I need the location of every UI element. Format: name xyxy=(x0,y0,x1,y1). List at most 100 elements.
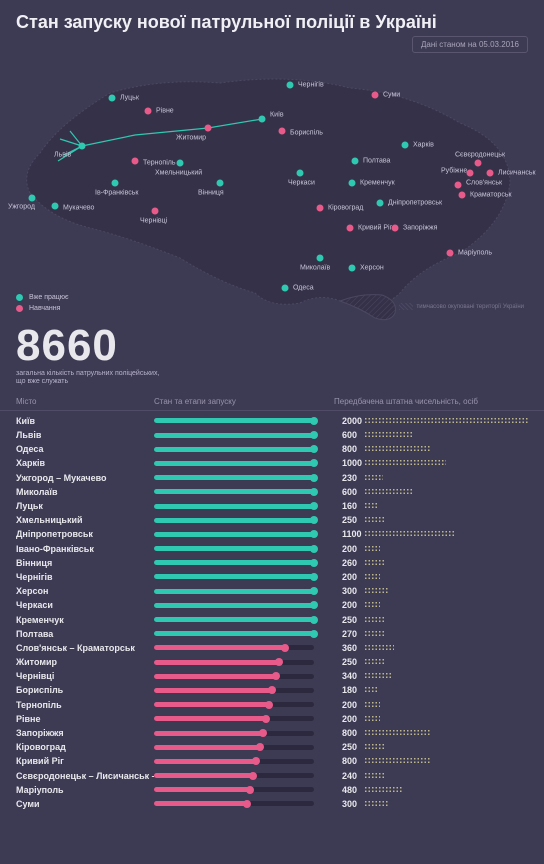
row-bar-wrap xyxy=(154,574,326,579)
row-dot-bar xyxy=(364,586,528,596)
row-city: Харків xyxy=(16,458,154,468)
table-row: Луцьк160 xyxy=(16,499,528,513)
progress-fill xyxy=(154,560,314,565)
progress-bar xyxy=(154,674,314,679)
row-dot-bar xyxy=(364,515,528,525)
table-row: Житомир250 xyxy=(16,655,528,669)
city-dot xyxy=(177,160,184,167)
col-count-header: Передбачена штатна чисельність, осіб xyxy=(334,397,528,406)
city-label: Запоріжжя xyxy=(403,225,437,232)
city-dot xyxy=(297,170,304,177)
stripe-swatch-icon xyxy=(399,303,413,310)
city-dot xyxy=(317,205,324,212)
row-count: 240 xyxy=(326,771,364,781)
row-bar-wrap xyxy=(154,433,326,438)
row-city: Миколаїв xyxy=(16,487,154,497)
progress-knob-icon xyxy=(249,772,257,780)
progress-knob-icon xyxy=(310,545,318,553)
table-row: Одеса800 xyxy=(16,442,528,456)
progress-knob-icon xyxy=(310,417,318,425)
row-city: Чернівці xyxy=(16,671,154,681)
dot-fill xyxy=(364,445,430,453)
row-bar-wrap xyxy=(154,787,326,792)
city-dot xyxy=(205,125,212,132)
row-count: 200 xyxy=(326,572,364,582)
table-row: Суми300 xyxy=(16,797,528,811)
row-bar-wrap xyxy=(154,660,326,665)
city-label: Дніпропетровськ xyxy=(388,200,442,207)
city-label: Мукачево xyxy=(63,205,94,212)
table-row: Кривий Ріг800 xyxy=(16,754,528,768)
map-legend: Вже працює Навчання xyxy=(16,294,69,316)
table-row: Рівне200 xyxy=(16,712,528,726)
table-row: Хмельницький250 xyxy=(16,513,528,527)
row-city: Кіровоград xyxy=(16,742,154,752)
row-count: 250 xyxy=(326,615,364,625)
legend-active: Вже працює xyxy=(16,294,69,301)
progress-fill xyxy=(154,787,250,792)
row-dot-bar xyxy=(364,473,528,483)
row-dot-bar xyxy=(364,416,528,426)
city-label: Київ xyxy=(270,112,284,119)
table-row: Київ2000 xyxy=(16,414,528,428)
city-dot xyxy=(347,225,354,232)
progress-bar xyxy=(154,773,314,778)
progress-knob-icon xyxy=(310,459,318,467)
header: Стан запуску нової патрульної поліції в … xyxy=(0,0,544,39)
city-label: Вінниця xyxy=(198,190,224,197)
progress-fill xyxy=(154,745,260,750)
city-label: Рівне xyxy=(156,108,174,115)
row-dot-bar xyxy=(364,544,528,554)
row-bar-wrap xyxy=(154,603,326,608)
progress-fill xyxy=(154,645,285,650)
city-label: Слов'янськ xyxy=(466,180,502,187)
row-count: 230 xyxy=(326,473,364,483)
dot-fill xyxy=(364,729,430,737)
row-city: Івано-Франківськ xyxy=(16,544,154,554)
dot-fill xyxy=(364,545,380,553)
progress-fill xyxy=(154,688,272,693)
progress-bar xyxy=(154,745,314,750)
city-dot xyxy=(402,142,409,149)
dot-fill xyxy=(364,786,403,794)
dot-fill xyxy=(364,587,389,595)
dot-fill xyxy=(364,743,385,751)
table-rows: Київ2000Львів600Одеса800Харків1000Ужгоро… xyxy=(0,411,544,811)
progress-knob-icon xyxy=(310,516,318,524)
table-header: Місто Стан та етапи запуску Передбачена … xyxy=(0,389,544,411)
table-row: Херсон300 xyxy=(16,584,528,598)
progress-bar xyxy=(154,787,314,792)
progress-knob-icon xyxy=(265,701,273,709)
progress-bar xyxy=(154,461,314,466)
city-label: Харків xyxy=(413,142,434,149)
row-dot-bar xyxy=(364,572,528,582)
progress-knob-icon xyxy=(310,616,318,624)
dot-fill xyxy=(364,474,383,482)
city-dot xyxy=(152,208,159,215)
progress-bar xyxy=(154,475,314,480)
row-bar-wrap xyxy=(154,759,326,764)
progress-knob-icon xyxy=(310,474,318,482)
progress-fill xyxy=(154,589,314,594)
row-dot-bar xyxy=(364,728,528,738)
dot-fill xyxy=(364,431,413,439)
table-row: Кременчук250 xyxy=(16,612,528,626)
city-dot xyxy=(455,182,462,189)
row-bar-wrap xyxy=(154,745,326,750)
row-dot-bar xyxy=(364,756,528,766)
progress-bar xyxy=(154,560,314,565)
city-dot xyxy=(109,95,116,102)
col-status-header: Стан та етапи запуску xyxy=(154,397,334,406)
row-count: 800 xyxy=(326,728,364,738)
row-dot-bar xyxy=(364,799,528,809)
progress-bar xyxy=(154,546,314,551)
table-row: Чернігів200 xyxy=(16,570,528,584)
city-label: Чернівці xyxy=(140,218,167,225)
row-count: 250 xyxy=(326,742,364,752)
dot-fill xyxy=(364,417,528,425)
row-city: Бориспіль xyxy=(16,685,154,695)
table-row: Ужгород – Мукачево230 xyxy=(16,471,528,485)
city-dot xyxy=(52,203,59,210)
progress-bar xyxy=(154,574,314,579)
city-dot xyxy=(145,108,152,115)
